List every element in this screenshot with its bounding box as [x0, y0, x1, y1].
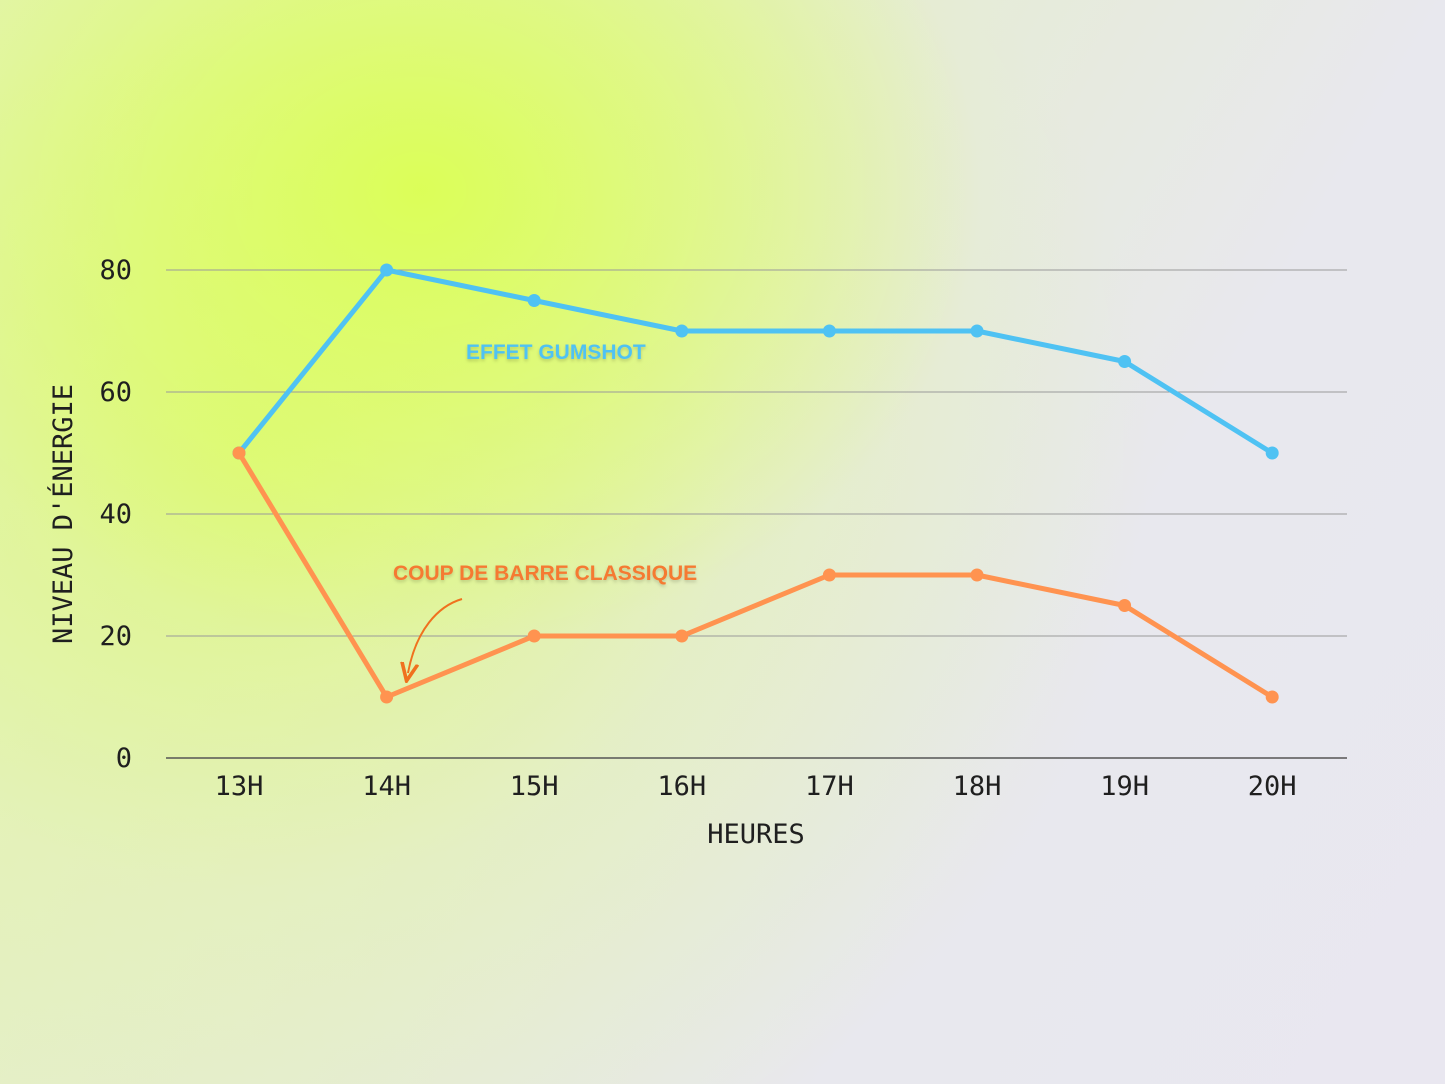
blue-series-point — [527, 294, 541, 307]
x-tick-label: 16H — [657, 771, 706, 802]
y-tick-label: 0 — [116, 743, 132, 774]
orange-series — [232, 446, 1279, 704]
blue-series-point — [380, 263, 394, 277]
orange-series-point — [675, 629, 689, 643]
y-tick-label: 60 — [99, 377, 132, 408]
x-tick-label: 15H — [510, 771, 559, 802]
orange-series-point — [527, 629, 541, 643]
x-tick-label: 14H — [362, 771, 411, 802]
orange-series-point — [1265, 690, 1279, 704]
blue-series-point — [970, 324, 984, 338]
y-axis-title: NIVEAU D'ÉNERGIE — [47, 384, 79, 644]
blue-series-point — [675, 324, 689, 338]
orange-series-point — [380, 690, 394, 704]
x-tick-label: 20H — [1248, 771, 1297, 802]
orange-series-line — [236, 450, 1275, 700]
blue-series-point — [1265, 446, 1279, 460]
blue-series-point — [822, 324, 836, 338]
blue-series-point — [1118, 355, 1132, 368]
x-axis-title: HEURES — [707, 819, 805, 850]
x-tick-label: 13H — [215, 771, 264, 802]
orange-series-point — [970, 568, 984, 582]
y-tick-label: 80 — [99, 255, 132, 286]
annotation-coup-de-barre: COUP DE BARRE CLASSIQUE — [393, 562, 697, 585]
annotation-arrow — [408, 598, 463, 673]
orange-series-point — [1118, 599, 1132, 612]
orange-series-point — [232, 446, 246, 460]
blue-series-line — [236, 267, 1275, 456]
x-tick-label: 19H — [1100, 771, 1149, 802]
orange-series-point — [822, 568, 836, 582]
annotation-effet-gumshot: EFFET GUMSHOT — [466, 341, 646, 364]
x-tick-label: 17H — [805, 771, 854, 802]
y-tick-label: 40 — [99, 499, 132, 530]
y-tick-label: 20 — [99, 621, 132, 652]
blue-series — [232, 263, 1279, 460]
x-tick-label: 18H — [953, 771, 1002, 802]
